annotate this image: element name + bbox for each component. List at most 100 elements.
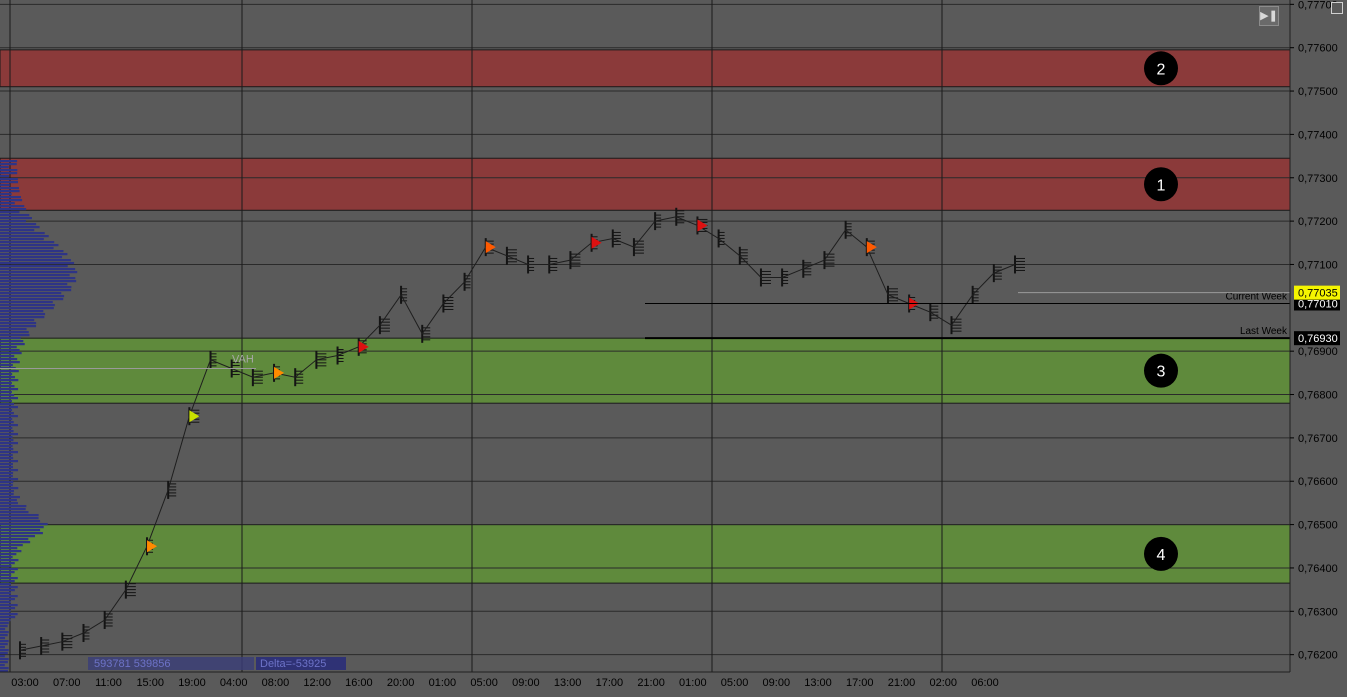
- profile-bar: [0, 340, 24, 343]
- profile-bar: [0, 514, 39, 517]
- profile-bar: [0, 310, 44, 313]
- profile-bar: [0, 481, 14, 484]
- profile-bar: [0, 391, 12, 394]
- price-tick-label: 0,77400: [1298, 129, 1338, 141]
- imbalance-marker: [485, 241, 496, 254]
- profile-bar: [0, 496, 20, 499]
- profile-bar: [0, 487, 19, 490]
- zone-badge-2: [1144, 51, 1178, 86]
- level-label: Last Week: [1240, 326, 1288, 337]
- zone-badge-label: 1: [1157, 177, 1166, 194]
- profile-bar: [0, 211, 20, 214]
- delta-box: [256, 657, 346, 670]
- profile-bar: [0, 436, 13, 439]
- zone-2: [0, 49, 1291, 88]
- profile-bar: [0, 418, 13, 421]
- profile-bar: [0, 199, 23, 202]
- imbalance-marker: [358, 340, 369, 353]
- level-price-text: 0,77010: [1298, 298, 1338, 310]
- price-tick-label: 0,76700: [1298, 433, 1338, 445]
- profile-bar: [0, 376, 15, 379]
- profile-bar: [0, 520, 41, 523]
- profile-bar: [0, 382, 12, 385]
- profile-bar: [0, 601, 11, 604]
- time-tick-label: 06:00: [971, 677, 999, 689]
- profile-bar: [0, 448, 14, 451]
- profile-bar: [0, 586, 18, 589]
- profile-bar: [0, 229, 35, 232]
- profile-bar: [0, 541, 31, 544]
- price-tick-label: 0,76600: [1298, 476, 1338, 488]
- time-tick-label: 20:00: [387, 677, 415, 689]
- profile-bar: [0, 187, 19, 190]
- profile-bar: [0, 442, 18, 445]
- profile-bar: [0, 316, 45, 319]
- profile-bar: [0, 424, 18, 427]
- price-tick-label: 0,76400: [1298, 563, 1338, 575]
- profile-bar: [0, 193, 12, 196]
- profile-bar: [0, 622, 9, 625]
- profile-bar: [0, 301, 53, 304]
- profile-bar: [0, 304, 55, 307]
- time-tick-label: 07:00: [53, 677, 81, 689]
- profile-bar: [0, 322, 37, 325]
- price-tick-label: 0,77500: [1298, 86, 1338, 98]
- skip-to-end-icon: ▶❚: [1260, 10, 1278, 22]
- profile-bar: [0, 661, 8, 664]
- restore-window-icon[interactable]: [1331, 2, 1343, 14]
- profile-bar: [0, 421, 14, 424]
- profile-bar: [0, 565, 12, 568]
- profile-bar: [0, 406, 18, 409]
- profile-bar: [0, 643, 8, 646]
- skip-to-end-button[interactable]: ▶❚: [1259, 6, 1279, 26]
- profile-bar: [0, 430, 14, 433]
- profile-bar: [0, 238, 44, 241]
- zone-badge-label: 3: [1157, 364, 1166, 381]
- profile-bar: [0, 169, 18, 172]
- time-tick-label: 11:00: [95, 677, 122, 689]
- profile-bar: [0, 175, 10, 178]
- profile-bar: [0, 562, 15, 565]
- profile-bar: [0, 631, 9, 634]
- time-tick-label: 03:00: [11, 677, 39, 689]
- profile-bar: [0, 337, 21, 340]
- profile-bar: [0, 253, 68, 256]
- profile-bar: [0, 574, 12, 577]
- level-price-tag: [1294, 331, 1340, 346]
- profile-bar: [0, 433, 18, 436]
- imbalance-marker: [866, 241, 877, 254]
- profile-bar: [0, 538, 29, 541]
- profile-bar: [0, 373, 13, 376]
- profile-bar: [0, 607, 16, 610]
- profile-bar: [0, 280, 77, 283]
- time-tick-label: 17:00: [846, 677, 874, 689]
- profile-bar: [0, 604, 18, 607]
- price-tick-label: 0,76500: [1298, 520, 1338, 532]
- profile-bar: [0, 454, 13, 457]
- profile-bar: [0, 493, 14, 496]
- profile-bar: [0, 559, 19, 562]
- profile-bar: [0, 163, 17, 166]
- profile-bar: [0, 178, 18, 181]
- profile-bar: [0, 598, 15, 601]
- profile-bar: [0, 256, 63, 259]
- price-axis: [1290, 0, 1347, 692]
- profile-bar: [0, 490, 14, 493]
- price-tick-label: 0,76300: [1298, 606, 1338, 618]
- profile-bar: [0, 544, 23, 547]
- profile-bar: [0, 499, 17, 502]
- price-tick-label: 0,77600: [1298, 43, 1338, 55]
- vah-label: VAH: [232, 354, 254, 366]
- time-tick-label: 13:00: [554, 677, 582, 689]
- volume-profile: [0, 160, 78, 673]
- time-tick-label: 16:00: [345, 677, 373, 689]
- profile-bar: [0, 667, 9, 670]
- current-price-tag: [1294, 285, 1340, 300]
- price-tick-label: 0,77100: [1298, 259, 1338, 271]
- profile-bar: [0, 247, 54, 250]
- profile-bar: [0, 196, 21, 199]
- profile-bar: [0, 184, 10, 187]
- profile-bar: [0, 319, 35, 322]
